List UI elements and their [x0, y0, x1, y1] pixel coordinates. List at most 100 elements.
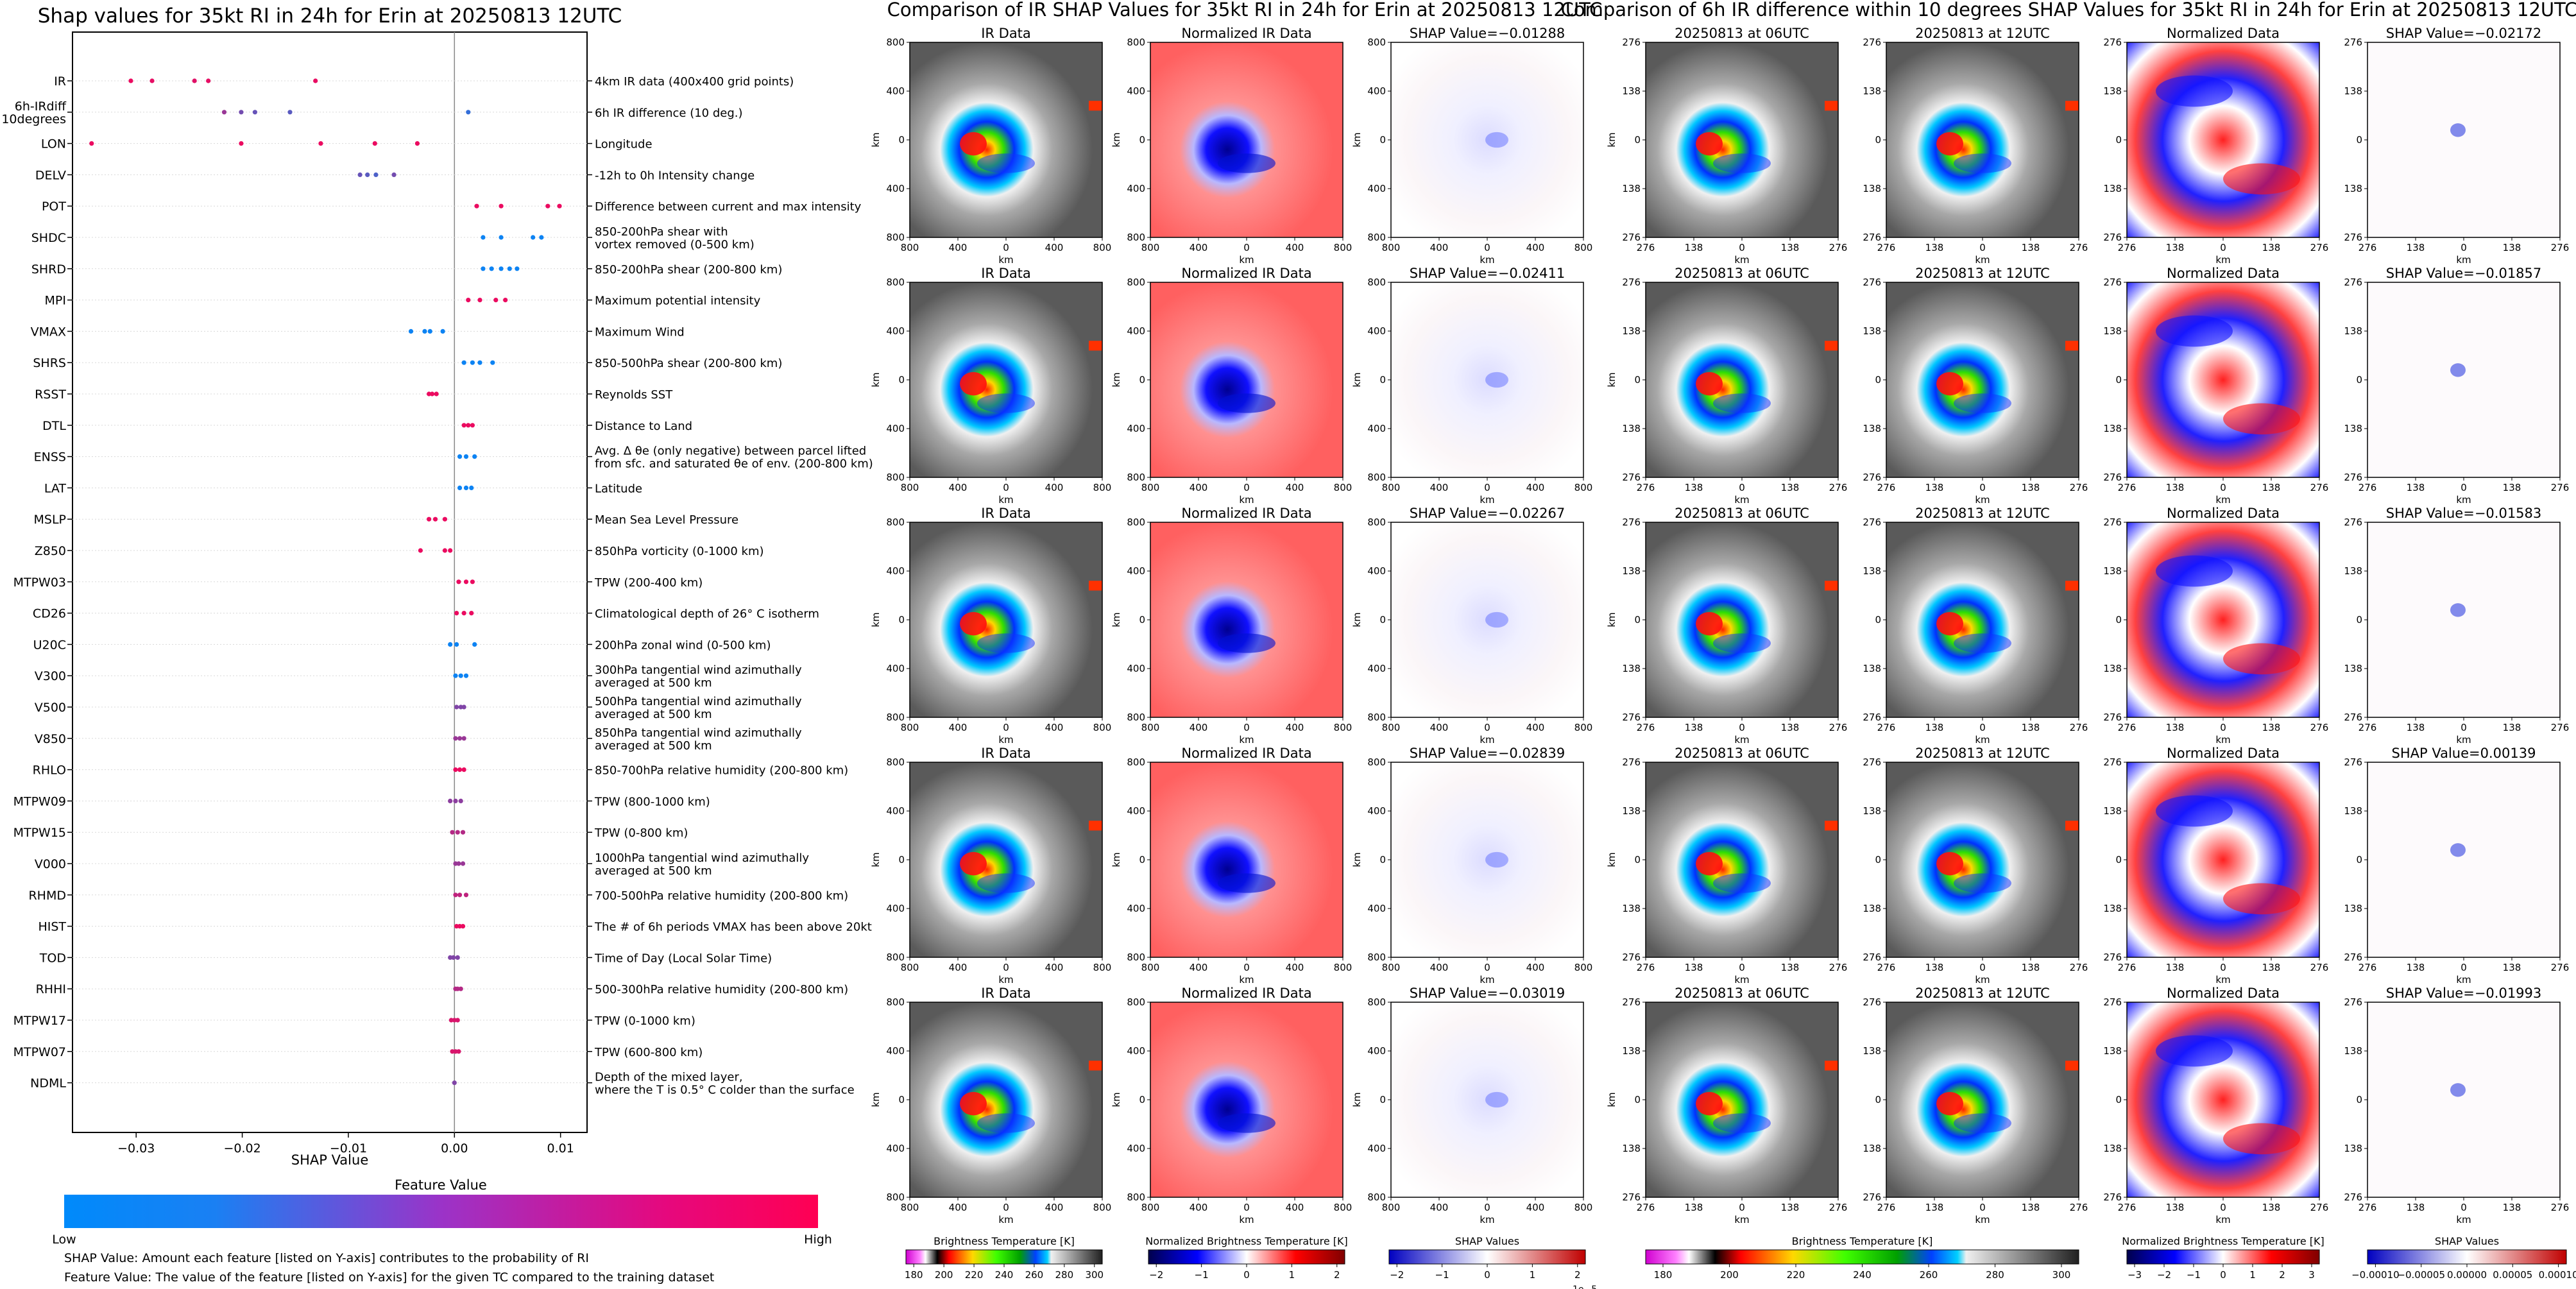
x-tick-label: 276 — [2310, 242, 2329, 253]
shap-point — [461, 360, 466, 365]
y-tick-label: 800 — [1127, 712, 1145, 723]
y-axis-label: km — [1351, 132, 1363, 147]
feature-description-label: 850-500hPa shear (200-800 km) — [595, 357, 782, 370]
x-tick-label: −0.01 — [330, 1141, 367, 1156]
ir-difference-shap-comparison-panel: Comparison of 6h IR difference within 10… — [1561, 0, 2576, 1281]
y-axis-label: km — [870, 132, 882, 147]
x-tick-label: 276 — [1637, 722, 1655, 733]
y-tick-label: 276 — [1622, 472, 1641, 483]
shap-point — [149, 78, 155, 83]
x-tick-label: 276 — [1829, 962, 1848, 973]
shap-point — [287, 110, 293, 115]
shap-point — [448, 798, 453, 803]
y-tick-label: 276 — [2103, 472, 2122, 483]
positive-band — [2223, 643, 2300, 675]
x-tick-label: 800 — [1382, 722, 1401, 733]
y-tick-label: 138 — [2103, 1143, 2122, 1154]
y-tick-label: 0 — [1634, 854, 1641, 866]
spiral-band — [977, 393, 1035, 413]
shap-point — [481, 266, 486, 271]
shap-point — [458, 986, 463, 991]
text-line: VMAX — [31, 325, 66, 339]
shap-point — [457, 485, 463, 491]
x-tick-label: 0 — [1243, 482, 1250, 493]
y-tick-label: 0 — [1875, 1094, 1881, 1105]
x-tick-label: 276 — [1637, 482, 1655, 493]
colorbar-tick-label: −1 — [1195, 1269, 1209, 1281]
feature-description-label: 1000hPa tangential wind azimuthally avera… — [595, 851, 809, 878]
y-tick-label: 276 — [2344, 516, 2362, 528]
colorbar-tick-label: 0 — [1484, 1269, 1490, 1281]
subplot-title: SHAP Value=−0.03019 — [1410, 986, 1565, 1001]
storm-core — [960, 132, 987, 156]
colorbar-tick-label: 260 — [1025, 1269, 1044, 1281]
shap-point — [457, 892, 463, 898]
y-axis-label: km — [1351, 852, 1363, 867]
shap-image — [1391, 762, 1583, 957]
y-tick-label: 0 — [898, 854, 905, 866]
y-tick-label: 0 — [1379, 854, 1386, 866]
x-tick-label: 138 — [2503, 962, 2521, 973]
x-tick-label: 400 — [1190, 962, 1208, 973]
x-tick-label: 400 — [1286, 482, 1304, 493]
y-axis-label: km — [870, 612, 882, 627]
x-tick-label: 400 — [949, 482, 968, 493]
shap-point — [457, 454, 463, 459]
shap-point — [452, 1018, 457, 1023]
y-tick-label: 276 — [2103, 1191, 2122, 1203]
feature-code-label: MTPW17 — [13, 1014, 66, 1028]
text-line: V300 — [35, 669, 66, 683]
x-tick-label: 400 — [1526, 482, 1545, 493]
x-tick-label: 276 — [2551, 242, 2570, 253]
x-axis-label: km — [1734, 494, 1749, 506]
y-axis-label: km — [1606, 132, 1617, 147]
x-tick-label: 138 — [2407, 242, 2425, 253]
x-tick-label: 400 — [1430, 482, 1449, 493]
shap-point — [448, 1018, 454, 1023]
feature-description-label: Depth of the mixed layer, where the T is … — [595, 1071, 855, 1097]
x-tick-label: 400 — [1190, 482, 1208, 493]
shap-point — [456, 1049, 461, 1054]
text-line: TPW (0-800 km) — [594, 826, 688, 840]
text-line: TPW (0-1000 km) — [594, 1014, 695, 1028]
x-tick-label: 276 — [2358, 482, 2377, 493]
text-line: RHMD — [28, 889, 66, 903]
feature-description-label: Mean Sea Level Pressure — [595, 513, 738, 527]
subplot-title: Normalized IR Data — [1181, 506, 1311, 521]
shap-point — [440, 329, 445, 334]
edge-cell — [1089, 341, 1102, 351]
y-tick-label: 276 — [2344, 37, 2362, 48]
y-tick-label: 0 — [1875, 854, 1881, 866]
feature-description-label: Difference between current and max inten… — [595, 200, 862, 214]
x-tick-label: 400 — [1430, 242, 1449, 253]
x-tick-label: 138 — [2407, 482, 2425, 493]
colorbar-tick-label: 200 — [935, 1269, 953, 1281]
feature-description-label: TPW (0-1000 km) — [594, 1014, 695, 1028]
feature-code-label: V500 — [35, 701, 66, 715]
spiral-band — [977, 153, 1035, 173]
colorbar-tick-label: 0.00000 — [2447, 1269, 2487, 1281]
x-tick-label: 138 — [1925, 482, 1944, 493]
y-tick-label: 276 — [1622, 277, 1641, 288]
colorbar — [2126, 1249, 2320, 1265]
x-tick-label: 0 — [2461, 722, 2467, 733]
y-tick-label: 400 — [1127, 1045, 1145, 1057]
note-feature-value: Feature Value: The value of the feature … — [64, 1270, 714, 1285]
x-tick-label: 138 — [2407, 1202, 2425, 1213]
x-tick-label: 138 — [1781, 1202, 1800, 1213]
y-tick-label: 0 — [1139, 1094, 1145, 1105]
x-tick-label: 800 — [1141, 242, 1160, 253]
negative-band — [2156, 315, 2233, 347]
y-tick-label: 800 — [1367, 712, 1386, 723]
x-tick-label: 276 — [1877, 1202, 1896, 1213]
shap-negative-core — [2450, 1083, 2466, 1097]
text-line: V500 — [35, 701, 66, 715]
shap-point — [499, 266, 504, 271]
x-axis-label: km — [1239, 734, 1254, 746]
y-tick-label: 138 — [1863, 805, 1881, 817]
colorbar-tick-label: 180 — [905, 1269, 923, 1281]
shap-point — [372, 141, 377, 146]
x-tick-label: 276 — [2310, 962, 2329, 973]
y-tick-label: 0 — [898, 1094, 905, 1105]
edge-cell — [2065, 1061, 2079, 1071]
